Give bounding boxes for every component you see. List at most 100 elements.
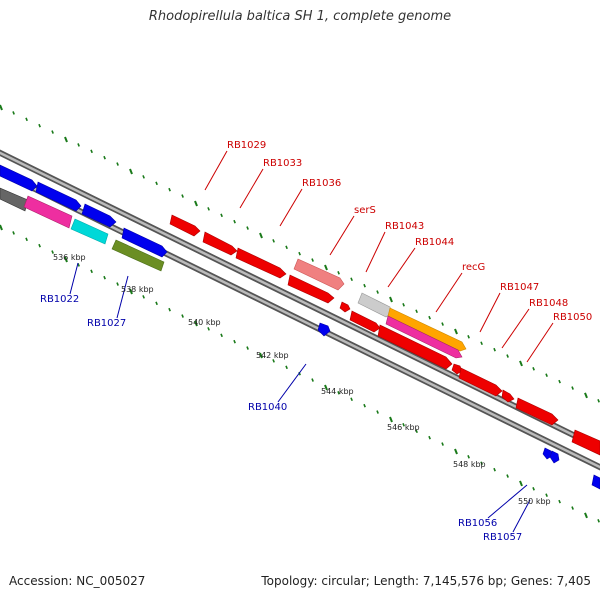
- inner-tick: [0, 224, 3, 231]
- inner-tick: [233, 339, 236, 344]
- outer-tick: [0, 104, 3, 111]
- label-RB1056[interactable]: RB1056: [458, 518, 497, 529]
- inner-tick: [415, 429, 418, 434]
- label-RB1057[interactable]: RB1057: [483, 532, 522, 543]
- inner-tick: [142, 295, 145, 299]
- inner-tick: [311, 378, 314, 382]
- leader-line-RB1044: [387, 247, 416, 288]
- gene-RB1048[interactable]: [458, 367, 503, 397]
- scale-label: 536 kbp: [53, 253, 86, 262]
- label-recG[interactable]: recG: [462, 262, 485, 273]
- outer-tick: [116, 162, 119, 166]
- inner-tick: [51, 250, 54, 254]
- outer-tick: [259, 232, 263, 239]
- outer-tick: [584, 392, 588, 399]
- outer-tick: [311, 258, 314, 262]
- gene-small-red-c[interactable]: [501, 389, 515, 403]
- gene-RB1022[interactable]: [81, 203, 117, 228]
- outer-tick: [532, 367, 535, 371]
- label-RB1044[interactable]: RB1044: [415, 237, 454, 248]
- leader-line-RB1036: [279, 188, 303, 227]
- scale-label: 542 kbp: [256, 351, 289, 360]
- leader-line-RB1040: [277, 363, 307, 403]
- gene-RB1044[interactable]: [357, 292, 393, 318]
- gene-RB1047[interactable]: [377, 324, 453, 370]
- inner-tick: [571, 506, 574, 510]
- leader-line-RB1056: [487, 484, 528, 519]
- outer-tick: [90, 149, 93, 154]
- leader-line-RB1027: [116, 275, 129, 319]
- gene-small-red-b[interactable]: [451, 363, 463, 375]
- gene-red-edge[interactable]: [571, 429, 600, 456]
- inner-tick: [597, 519, 600, 523]
- gene-RB1057[interactable]: [549, 450, 560, 464]
- gene-RB1043b[interactable]: [349, 310, 381, 333]
- inner-tick: [116, 282, 119, 286]
- gene-RB1043[interactable]: [287, 274, 335, 304]
- label-RB1036[interactable]: RB1036: [302, 178, 341, 189]
- label-RB1033[interactable]: RB1033: [263, 158, 302, 169]
- label-RB1043[interactable]: RB1043: [385, 221, 424, 232]
- label-RB1050[interactable]: RB1050: [553, 312, 592, 323]
- outer-tick: [298, 251, 301, 256]
- label-RB1022[interactable]: RB1022: [40, 294, 79, 305]
- gene-RB1056[interactable]: [542, 447, 553, 460]
- outer-tick: [415, 309, 418, 314]
- scale-label: 538 kbp: [121, 285, 154, 294]
- gene-recG[interactable]: [387, 307, 467, 352]
- gene-RB1027[interactable]: [121, 227, 168, 258]
- label-RB1047[interactable]: RB1047: [500, 282, 539, 293]
- label-RB1048[interactable]: RB1048: [529, 298, 568, 309]
- inner-tick: [441, 442, 444, 446]
- inner-tick: [25, 237, 28, 242]
- outer-tick: [25, 117, 28, 122]
- inner-tick: [194, 320, 198, 327]
- outer-tick: [558, 379, 561, 384]
- label-RB1029[interactable]: RB1029: [227, 140, 266, 151]
- gene-RB1036[interactable]: [235, 247, 287, 279]
- outer-tick: [467, 335, 470, 339]
- label-RB1040[interactable]: RB1040: [248, 402, 287, 413]
- gene-magenta[interactable]: [23, 195, 73, 229]
- outer-tick: [428, 315, 431, 320]
- outer-tick: [220, 213, 223, 218]
- inner-tick-track: [0, 224, 600, 523]
- gene-RB1040[interactable]: [317, 322, 331, 337]
- outer-tick: [597, 399, 600, 403]
- outer-tick-track: [0, 104, 600, 403]
- gene-RB1050[interactable]: [515, 397, 559, 426]
- gene-blue-edge-2[interactable]: [35, 181, 82, 212]
- inner-tick: [454, 448, 458, 455]
- label-RB1027[interactable]: RB1027: [87, 318, 126, 329]
- scale-label: 548 kbp: [453, 460, 486, 469]
- inner-tick: [402, 423, 405, 427]
- gene-cyan[interactable]: [70, 218, 109, 245]
- outer-tick: [77, 143, 80, 147]
- outer-tick: [12, 111, 15, 115]
- gene-olive[interactable]: [111, 239, 165, 272]
- scale-label: 550 kbp: [518, 497, 551, 506]
- gene-recG-inner[interactable]: [385, 315, 463, 359]
- leader-line-RB1043: [365, 231, 386, 273]
- outer-tick: [389, 296, 393, 303]
- genome-summary-text: Topology: circular; Length: 7,145,576 bp…: [261, 574, 591, 588]
- reverse-strand-genes: [0, 164, 600, 490]
- outer-tick: [350, 277, 353, 282]
- gene-darkgray-edge[interactable]: [0, 187, 29, 212]
- gene-RB1029[interactable]: [169, 214, 201, 237]
- outer-tick: [285, 245, 288, 250]
- inner-tick: [506, 474, 509, 478]
- gene-blue-edge-1[interactable]: [0, 164, 38, 192]
- gene-RB1033[interactable]: [202, 231, 238, 256]
- gene-serS[interactable]: [293, 258, 345, 291]
- scale-label: 544 kbp: [321, 387, 354, 396]
- inner-tick: [584, 512, 588, 519]
- gene-small-red-a[interactable]: [339, 301, 351, 313]
- label-serS[interactable]: serS: [354, 205, 376, 216]
- gene-blue-edge-3[interactable]: [591, 474, 600, 490]
- inner-tick: [90, 269, 93, 274]
- scale-label: 540 kbp: [188, 318, 221, 327]
- outer-tick: [64, 136, 68, 143]
- inner-tick: [285, 365, 288, 370]
- forward-strand-genes: [169, 214, 600, 456]
